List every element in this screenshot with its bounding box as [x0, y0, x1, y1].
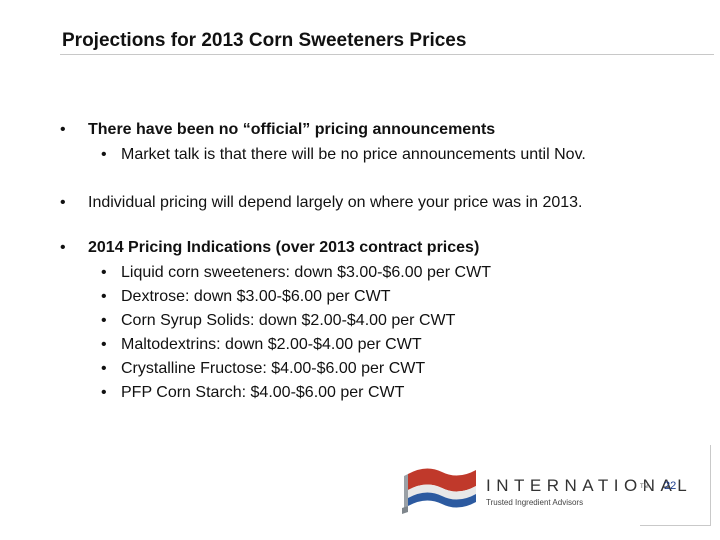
- sub-bullet-text: Maltodextrins: down $2.00-$4.00 per CWT: [121, 336, 422, 353]
- sub-bullet-text: Market talk is that there will be no pri…: [121, 146, 586, 163]
- slide-title: Projections for 2013 Corn Sweeteners Pri…: [62, 30, 467, 51]
- sub-bullet-text: Crystalline Fructose: $4.00-$6.00 per CW…: [121, 360, 426, 377]
- page-number: 22: [664, 480, 677, 492]
- page-number-frame: [640, 445, 711, 526]
- bullet-marker: •: [60, 239, 66, 256]
- sub-bullet-text: Dextrose: down $3.00-$6.00 per CWT: [121, 288, 391, 305]
- sub-bullet-text: Liquid corn sweeteners: down $3.00-$6.00…: [121, 264, 491, 281]
- logo-flag-icon: [402, 468, 476, 514]
- bullet-text: Individual pricing will depend largely o…: [88, 194, 583, 211]
- bullet-marker: •: [101, 264, 107, 281]
- logo-trademark: TM: [640, 484, 649, 490]
- bullet-marker: •: [60, 194, 66, 211]
- sub-bullet-text: Corn Syrup Solids: down $2.00-$4.00 per …: [121, 312, 456, 329]
- bullet-marker: •: [101, 360, 107, 377]
- bullet-marker: •: [101, 312, 107, 329]
- title-divider: [60, 54, 714, 55]
- bullet-marker: •: [101, 384, 107, 401]
- bullet-marker: •: [101, 336, 107, 353]
- bullet-marker: •: [101, 146, 107, 163]
- company-logo: INTERNATIONAL TM Trusted Ingredient Advi…: [398, 460, 687, 516]
- logo-wordmark: INTERNATIONAL: [486, 476, 693, 495]
- bullet-marker: •: [60, 121, 66, 138]
- bullet-marker: •: [101, 288, 107, 305]
- bullet-text: There have been no “official” pricing an…: [88, 121, 496, 138]
- sub-bullet-text: PFP Corn Starch: $4.00-$6.00 per CWT: [121, 384, 405, 401]
- logo-tagline: Trusted Ingredient Advisors: [486, 498, 584, 507]
- bullet-text: 2014 Pricing Indications (over 2013 cont…: [88, 239, 480, 256]
